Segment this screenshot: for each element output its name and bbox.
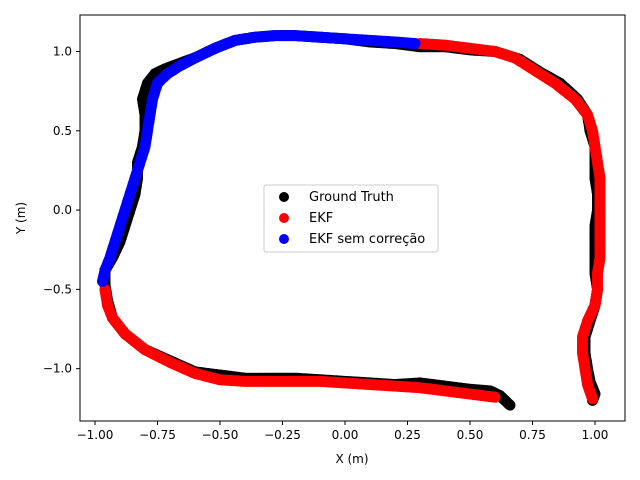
legend-label-ekf: EKF [309, 211, 333, 226]
x-axis-ticks: −1.00 −0.75 −0.50 −0.25 0.00 0.25 0.50 0.75 1.00 [77, 421, 609, 442]
series-2 [97, 30, 421, 287]
x-tick-label: −0.50 [202, 428, 239, 442]
legend-marker-ekf-sem-correcao [279, 234, 289, 244]
legend-label-ground-truth: Ground Truth [309, 190, 394, 205]
data-point [587, 393, 598, 405]
series-1 [99, 38, 606, 405]
plot-area [97, 30, 606, 411]
legend: Ground Truth EKF EKF sem correção [263, 184, 439, 253]
x-axis-label: X (m) [335, 452, 368, 466]
data-point [409, 38, 421, 49]
legend-box [263, 184, 439, 253]
y-tick-label: 1.0 [53, 44, 72, 58]
y-axis-label: Y (m) [14, 202, 28, 235]
x-tick-label: 0.50 [457, 428, 484, 442]
x-tick-label: −0.75 [139, 428, 176, 442]
y-axis-ticks: −1.0 −0.5 0.0 0.5 1.0 [43, 44, 80, 376]
y-tick-label: −1.0 [43, 362, 72, 376]
x-tick-label: 1.00 [582, 428, 609, 442]
x-tick-label: 0.00 [332, 428, 359, 442]
axes-frame [79, 14, 626, 422]
y-tick-label: 0.0 [53, 203, 72, 217]
legend-marker-ekf [279, 213, 289, 223]
x-tick-label: −0.25 [264, 428, 301, 442]
x-tick-label: 0.75 [519, 428, 546, 442]
legend-label-ekf-sem-correcao: EKF sem correção [309, 232, 425, 247]
y-tick-label: 0.5 [53, 124, 72, 138]
legend-marker-ground-truth [279, 192, 289, 202]
x-tick-label: −1.00 [77, 428, 114, 442]
x-tick-label: 0.25 [394, 428, 421, 442]
y-tick-label: −0.5 [43, 282, 72, 296]
